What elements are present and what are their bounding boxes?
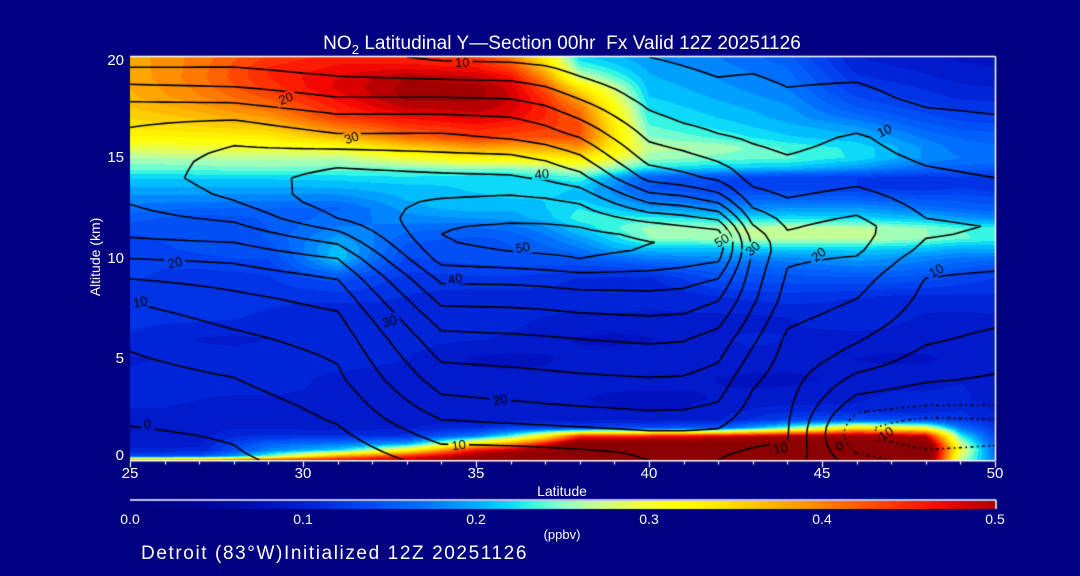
colorbar-tick-label: 0.0 (120, 511, 140, 527)
colorbar-unit-label: (ppbv) (543, 527, 581, 542)
colorbar-tick-label: 0.5 (985, 511, 1005, 527)
y-tick-label: 0 (115, 447, 124, 464)
y-tick-label: 5 (115, 350, 124, 368)
title-rest: Latitudinal Y—Section 00hr Fx Valid 12Z … (358, 33, 801, 54)
y-tick-label: 15 (107, 148, 124, 166)
colorbar-tick-label: 0.3 (639, 511, 659, 527)
title-subscript: 2 (351, 41, 359, 57)
footer-annotation: Detroit (83°W)Initialized 12Z 20251126 (141, 543, 528, 564)
colorbar-tick-label: 0.1 (293, 511, 313, 527)
plot-title: NO2 Latitudinal Y—Section 00hr Fx Valid … (22, 33, 1080, 57)
x-axis-label: Latitude (537, 483, 587, 499)
y-tick-label: 10 (107, 249, 124, 267)
colorbar-tick-label: 0.2 (466, 511, 486, 527)
x-tick-label: 45 (813, 465, 831, 482)
x-tick-label: 30 (294, 465, 312, 482)
x-tick-label: 40 (640, 465, 658, 482)
title-prefix: NO (323, 33, 352, 54)
x-tick-label: 35 (467, 465, 485, 482)
x-tick-label: 25 (121, 465, 139, 482)
x-tick-label: 50 (986, 465, 1004, 482)
y-tick-label: 20 (107, 52, 124, 69)
colorbar-tick-label: 0.4 (812, 511, 832, 527)
